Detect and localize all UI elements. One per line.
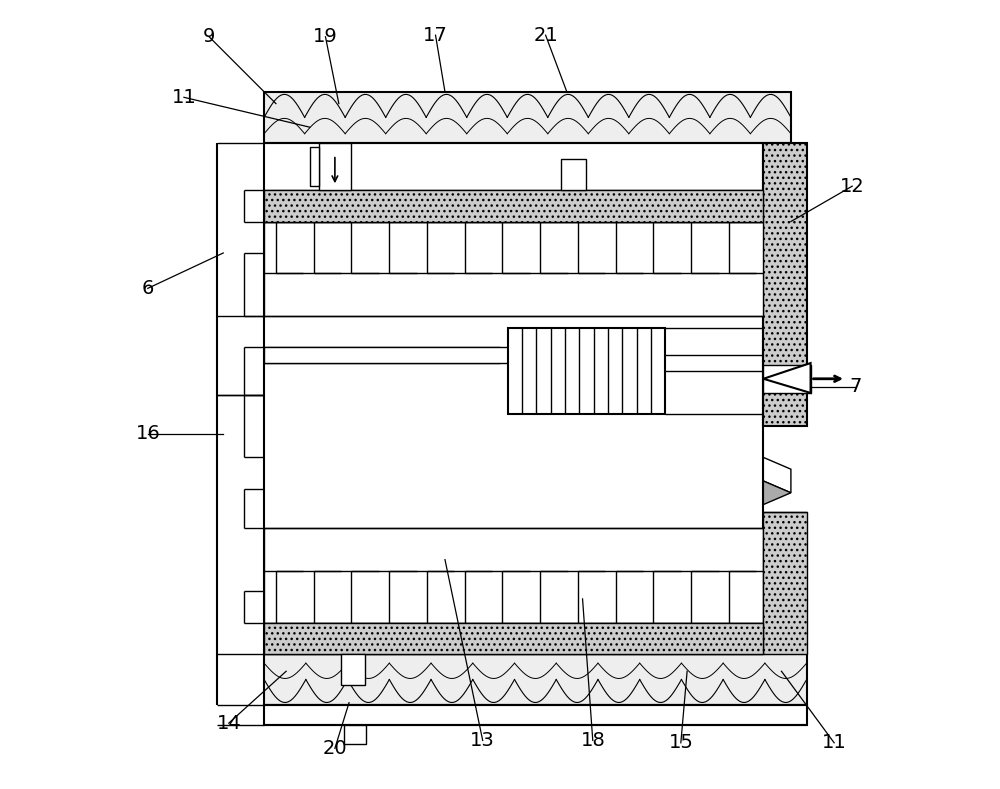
Text: 20: 20	[323, 739, 347, 757]
Text: 21: 21	[533, 26, 558, 45]
Text: 6: 6	[142, 279, 154, 298]
Bar	[508, 327, 665, 414]
Text: 9: 9	[203, 28, 215, 47]
Bar	[561, 159, 586, 190]
Text: 12: 12	[840, 177, 865, 196]
Bar	[264, 654, 807, 705]
Text: 11: 11	[822, 733, 847, 752]
Text: 15: 15	[668, 733, 693, 752]
Bar	[264, 623, 763, 654]
Text: 19: 19	[313, 28, 338, 47]
Polygon shape	[763, 481, 791, 505]
Bar	[763, 143, 807, 426]
Bar	[264, 222, 763, 316]
Polygon shape	[763, 363, 811, 393]
Bar	[763, 365, 811, 393]
Text: 16: 16	[135, 424, 160, 443]
Text: 17: 17	[423, 26, 448, 45]
Text: 13: 13	[470, 731, 495, 750]
Polygon shape	[763, 458, 791, 493]
Bar	[264, 705, 807, 725]
Bar	[341, 654, 365, 686]
Text: 18: 18	[580, 731, 605, 750]
Bar	[763, 512, 807, 654]
Text: 14: 14	[216, 713, 241, 733]
Bar	[264, 92, 791, 143]
Bar	[264, 528, 763, 623]
Bar	[264, 190, 763, 222]
Text: 7: 7	[849, 377, 862, 396]
Bar	[319, 143, 351, 190]
Bar	[344, 725, 366, 744]
Bar	[264, 347, 508, 363]
Text: 11: 11	[172, 88, 196, 107]
Bar	[310, 147, 319, 186]
